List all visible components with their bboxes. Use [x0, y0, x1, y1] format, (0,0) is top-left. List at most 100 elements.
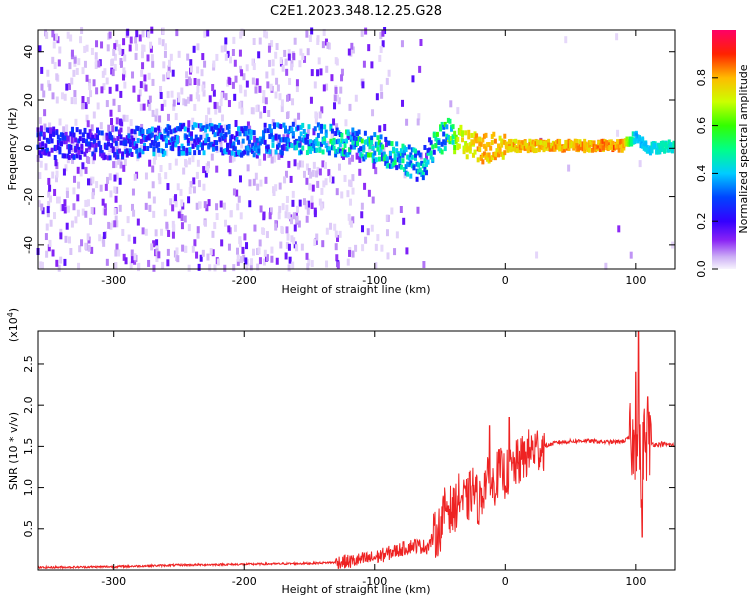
spectrogram-ridge-cell — [481, 152, 485, 158]
spectrogram-cell — [250, 258, 254, 266]
spectrogram-ridge-cell — [601, 145, 605, 151]
spectrogram-ridge-cell — [305, 139, 309, 145]
spectrogram-cell — [105, 258, 109, 266]
spectrogram-cell — [286, 94, 290, 102]
spectrogram-cell — [113, 53, 117, 61]
spectrogram-ridge-cell — [578, 145, 582, 151]
spectrogram-ridge-cell — [522, 140, 526, 146]
spectrogram-cell — [51, 92, 55, 100]
spectrogram-cell — [159, 92, 163, 100]
spectrogram-cell — [360, 202, 364, 210]
spectrogram-cell — [86, 199, 90, 207]
spectrogram-cell — [94, 57, 98, 65]
spectrogram-ridge-cell — [471, 139, 475, 145]
spectrogram-cell — [285, 195, 289, 203]
spectrogram-cell — [193, 239, 197, 247]
spectrogram-cell — [68, 82, 72, 90]
spectrogram-cell — [364, 27, 368, 35]
spectrogram-cell — [41, 207, 45, 215]
spectrogram-cell — [213, 222, 217, 230]
spectrogram-ridge-cell — [299, 131, 303, 137]
spectrogram-cell — [354, 244, 358, 252]
spectrogram-cell — [367, 189, 371, 197]
spectrogram-cell — [68, 62, 72, 70]
spectrogram-cell — [324, 178, 328, 186]
spectrogram-ridge-cell — [307, 124, 311, 130]
spectrogram-ridge-cell — [462, 145, 466, 151]
spectrogram-cell — [295, 244, 299, 252]
spectrogram-ridge-cell — [666, 147, 670, 153]
spectrogram-ridge-cell — [460, 131, 464, 137]
spectrogram-cell — [238, 236, 242, 244]
spectrogram-cell — [305, 177, 309, 185]
spectrogram-ridge-cell — [381, 144, 385, 150]
spectrogram-ridge-cell — [417, 169, 421, 175]
spectrogram-ridge-cell — [531, 146, 535, 152]
spectrogram-ridge-cell — [426, 159, 430, 165]
spectrogram-cell — [228, 155, 232, 163]
spectrogram-cell — [258, 37, 262, 45]
spectrogram-ridge-cell — [128, 148, 132, 154]
spectrogram-ridge-cell — [420, 160, 424, 166]
spectrogram-cell — [180, 87, 184, 95]
spectrogram-ridge-cell — [99, 147, 103, 153]
spectrogram-cell — [65, 83, 69, 91]
spectrogram-cell — [287, 243, 291, 251]
spectrogram-ridge-cell — [423, 166, 427, 172]
spectrogram-ridge-cell — [567, 145, 571, 151]
spectrogram-ridge-cell — [283, 128, 287, 134]
y-tick-label: -20 — [22, 188, 35, 206]
spectrogram-ridge-cell — [138, 152, 142, 158]
spectrogram-ridge-cell — [114, 126, 118, 132]
spectrogram-ridge-cell — [124, 149, 128, 155]
spectrogram-ridge-cell — [180, 143, 184, 149]
spectrogram-cell — [189, 94, 193, 102]
spectrogram-cell — [284, 170, 288, 178]
spectrogram-cell — [372, 161, 376, 169]
spectrogram-ridge-cell — [356, 131, 360, 137]
spectrogram-cell — [325, 65, 329, 73]
spectrogram-cell — [129, 36, 133, 44]
spectrogram-cell — [257, 247, 261, 255]
spectrogram-cell — [330, 131, 334, 139]
spectrogram-cell — [207, 107, 211, 115]
spectrogram-cell — [290, 235, 294, 243]
spectrogram-ridge-cell — [179, 149, 183, 155]
spectrogram-ridge-cell — [451, 139, 455, 145]
spectrogram-ridge-cell — [426, 150, 430, 156]
spectrogram-ridge-cell — [258, 140, 262, 146]
spectrogram-ridge-cell — [298, 150, 302, 156]
spectrogram-ridge-cell — [296, 125, 300, 131]
spectrogram-cell — [312, 161, 316, 169]
spectrogram-cell — [280, 226, 284, 234]
spectrogram-ridge-cell — [414, 155, 418, 161]
spectrogram-ridge-cell — [421, 175, 425, 181]
spectrogram-cell — [149, 41, 153, 49]
spectrogram-ridge-cell — [266, 144, 270, 150]
spectrogram-ridge-cell — [94, 133, 98, 139]
spectrogram-ridge-cell — [656, 149, 660, 155]
spectrogram-ridge-cell — [478, 136, 482, 142]
spectrogram-ridge-cell — [135, 148, 139, 154]
spectrogram-cell — [278, 205, 282, 213]
spectrogram-ridge-cell — [600, 138, 604, 144]
spectrogram-ridge-cell — [529, 141, 533, 147]
spectrogram-cell — [274, 220, 278, 228]
spectrogram-ridge-cell — [334, 148, 338, 154]
spectrogram-ridge-cell — [232, 145, 236, 151]
spectrogram-cell — [351, 216, 355, 224]
spectrogram-ridge-cell — [515, 148, 519, 154]
spectrogram-cell — [167, 65, 171, 73]
spectrogram-ridge-cell — [274, 133, 278, 139]
spectrogram-cell — [159, 85, 163, 93]
spectrogram-cell — [206, 161, 210, 169]
spectrogram-ridge-cell — [244, 131, 248, 137]
spectrogram-ridge-cell — [424, 170, 428, 176]
spectrogram-ridge-cell — [185, 134, 189, 140]
spectrogram-ridge-cell — [75, 127, 79, 133]
spectrogram-cell — [85, 156, 89, 164]
spectrogram-ridge-cell — [381, 152, 385, 158]
spectrogram-ridge-cell — [119, 140, 123, 146]
spectrogram-ridge-cell — [451, 124, 455, 130]
spectrogram-cell — [104, 183, 108, 191]
